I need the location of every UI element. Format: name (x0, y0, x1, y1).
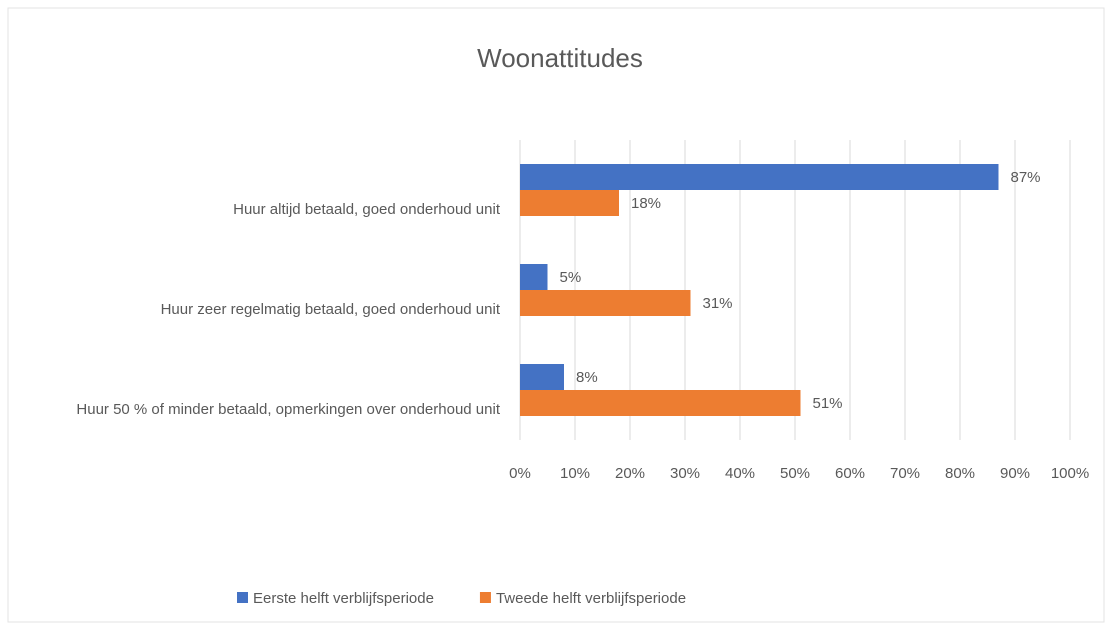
bar (520, 264, 548, 290)
x-tick-label: 80% (945, 465, 975, 482)
x-tick-label: 0% (509, 465, 531, 482)
value-label: 18% (631, 195, 661, 212)
chart-title: Woonattitudes (477, 43, 643, 73)
x-tick-label: 30% (670, 465, 700, 482)
x-tick-label: 20% (615, 465, 645, 482)
legend-swatch (479, 592, 491, 603)
category-label: Huur 50 % of minder betaald, opmerkingen… (76, 401, 500, 418)
x-tick-label: 50% (780, 465, 810, 482)
value-label: 31% (703, 295, 733, 312)
x-tick-label: 60% (835, 465, 865, 482)
x-tick-label: 90% (1000, 465, 1030, 482)
x-tick-label: 100% (1051, 465, 1089, 482)
legend-swatch (237, 592, 248, 603)
bar (520, 190, 619, 216)
bar (520, 390, 801, 416)
bar (520, 290, 691, 316)
value-label: 8% (576, 369, 598, 386)
legend-label: Tweede helft verblijfsperiode (496, 590, 686, 607)
value-label: 51% (813, 395, 843, 412)
category-label: Huur altijd betaald, goed onderhoud unit (233, 201, 501, 218)
value-label: 87% (1011, 169, 1041, 186)
x-tick-label: 70% (890, 465, 920, 482)
x-tick-label: 40% (725, 465, 755, 482)
category-label: Huur zeer regelmatig betaald, goed onder… (161, 301, 501, 318)
legend-label: Eerste helft verblijfsperiode (253, 590, 434, 607)
bar (520, 364, 564, 390)
bar (520, 164, 999, 190)
value-label: 5% (560, 269, 582, 286)
x-tick-label: 10% (560, 465, 590, 482)
